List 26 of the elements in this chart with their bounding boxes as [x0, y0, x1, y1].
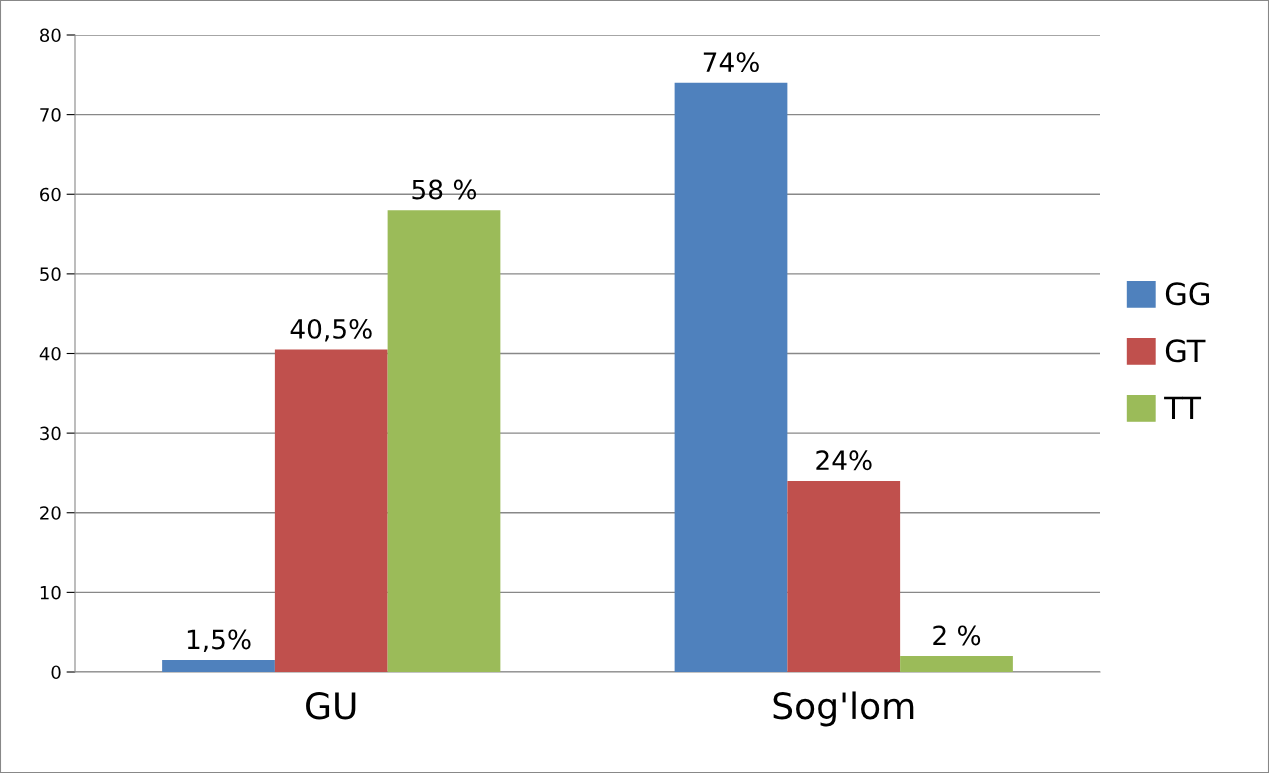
- bar: [274, 349, 388, 672]
- y-tick-label: 30: [40, 426, 61, 441]
- bar: [787, 480, 901, 672]
- bar: [900, 656, 1013, 672]
- legend-label: GT: [1165, 339, 1206, 363]
- data-label: 1,5%: [187, 629, 251, 653]
- legend-label: GG: [1165, 282, 1210, 306]
- x-tick-label: GU: [306, 692, 356, 720]
- y-tick-label: 40: [39, 346, 61, 361]
- bar: [387, 210, 501, 672]
- data-label: 40,5%: [290, 318, 372, 342]
- y-tick-label: 0: [51, 665, 61, 680]
- y-tick-label: 50: [40, 267, 61, 281]
- y-tick-label: 70: [40, 108, 61, 122]
- y-tick-label: 20: [40, 506, 61, 520]
- data-label: 24%: [816, 450, 872, 471]
- bar: [674, 82, 788, 672]
- y-tick-label: 60: [40, 187, 61, 202]
- y-tick-label: 10: [40, 585, 61, 600]
- legend-label: TT: [1164, 396, 1202, 420]
- bar: [162, 660, 275, 672]
- data-label: 58 %: [412, 179, 477, 200]
- data-label: 2 %: [933, 625, 981, 646]
- y-tick-label: 80: [40, 28, 61, 43]
- x-tick-label: Sog'lom: [773, 691, 914, 727]
- data-label: 74%: [703, 52, 759, 73]
